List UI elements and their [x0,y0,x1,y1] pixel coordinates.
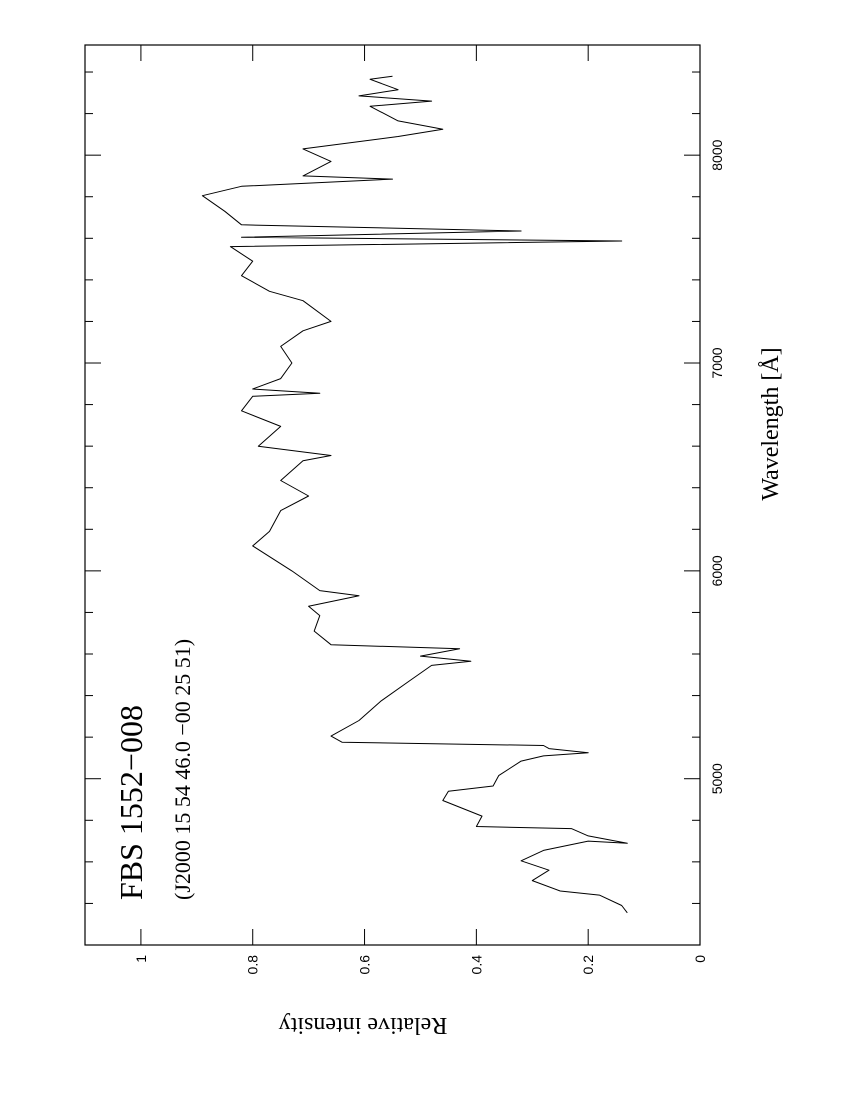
y-tick-label: 1 [133,955,149,963]
plot-frame [84,44,701,946]
x-axis-label: Wavelength [Å] [758,347,784,500]
x-tick-label: 8000 [709,139,725,170]
chart-subtitle: (J2000 15 54 46.0 −00 25 51) [170,639,195,900]
y-tick-label: 0.2 [580,955,596,975]
y-tick-label: 0.4 [468,955,484,975]
rotated-plot: FBS 1552−008 (J2000 15 54 46.0 −00 25 51… [84,44,784,1038]
y-axis-label: Relative intensity [279,1012,448,1038]
x-tick-label: 5000 [709,763,725,794]
y-tick-label: 0 [692,955,708,963]
y-tick-label: 0.6 [357,955,373,975]
x-tick-label: 7000 [709,347,725,378]
chart-title: FBS 1552−008 [113,705,149,900]
spectrum-line [201,75,628,914]
x-tick-label: 6000 [709,555,725,586]
y-tick-label: 0.8 [245,955,261,975]
